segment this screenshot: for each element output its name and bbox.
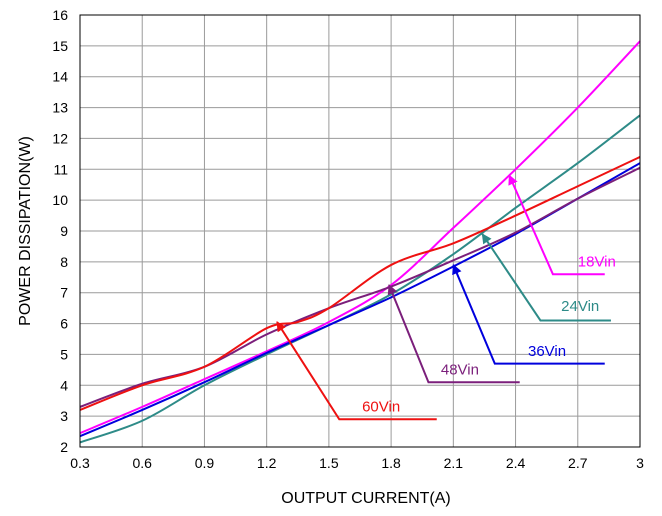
x-tick-label: 1.5 <box>319 455 339 471</box>
series-callouts: 18Vin 24Vin 36Vin 48Vin 60Vin <box>276 174 616 421</box>
y-tick-label: 14 <box>52 69 68 85</box>
series-line-60vin <box>79 156 641 411</box>
y-tick-label: 6 <box>60 316 68 332</box>
callout-label-48vin: 48Vin <box>441 361 479 378</box>
y-tick-label: 4 <box>60 377 68 393</box>
series-line-48vin <box>79 166 641 408</box>
y-tick-label: 7 <box>60 285 68 301</box>
callout-label-36vin: 36Vin <box>528 343 566 360</box>
y-tick-label: 10 <box>52 192 68 208</box>
y-tick-label: 16 <box>52 7 68 23</box>
series-lines <box>79 40 641 444</box>
x-tick-labels: 0.3 0.6 0.9 1.2 1.5 1.8 2.1 2.4 2.7 3 <box>70 455 644 471</box>
x-tick-label: 1.8 <box>381 455 401 471</box>
y-tick-label: 9 <box>60 223 68 239</box>
x-axis-title: OUTPUT CURRENT(A) <box>281 490 450 507</box>
x-tick-label: 3 <box>636 455 644 471</box>
callout-leader-18vin <box>508 174 605 276</box>
x-tick-label: 2.7 <box>568 455 588 471</box>
y-axis-title: POWER DISSIPATION(W) <box>17 136 34 326</box>
x-tick-label: 2.1 <box>444 455 464 471</box>
callout-label-60vin: 60Vin <box>362 399 400 416</box>
callout-label-24vin: 24Vin <box>561 298 599 315</box>
series-line-18vin <box>79 40 641 435</box>
x-tick-label: 1.2 <box>257 455 277 471</box>
y-tick-label: 12 <box>52 130 68 146</box>
y-tick-labels: 2 3 4 5 6 7 8 9 10 11 12 13 14 15 16 <box>52 7 68 455</box>
y-tick-label: 13 <box>52 100 68 116</box>
grid-lines <box>79 14 641 448</box>
y-tick-label: 3 <box>60 408 68 424</box>
callout-leader-60vin <box>276 321 437 421</box>
y-tick-label: 15 <box>52 38 68 54</box>
callout-leader-24vin <box>481 233 611 322</box>
y-tick-label: 11 <box>53 161 68 177</box>
series-line-36vin <box>79 162 641 438</box>
x-tick-label: 0.9 <box>195 455 215 471</box>
series-line-24vin <box>79 114 641 444</box>
callout-label-18vin: 18Vin <box>578 253 616 270</box>
x-tick-label: 0.6 <box>132 455 152 471</box>
x-tick-label: 0.3 <box>70 455 90 471</box>
x-tick-label: 2.4 <box>506 455 526 471</box>
callout-leader-36vin <box>452 264 605 365</box>
callout-leader-48vin <box>387 284 520 384</box>
plot-frame <box>79 14 641 448</box>
y-tick-label: 5 <box>60 346 68 362</box>
y-tick-label: 2 <box>60 439 68 455</box>
y-tick-label: 8 <box>60 254 68 270</box>
